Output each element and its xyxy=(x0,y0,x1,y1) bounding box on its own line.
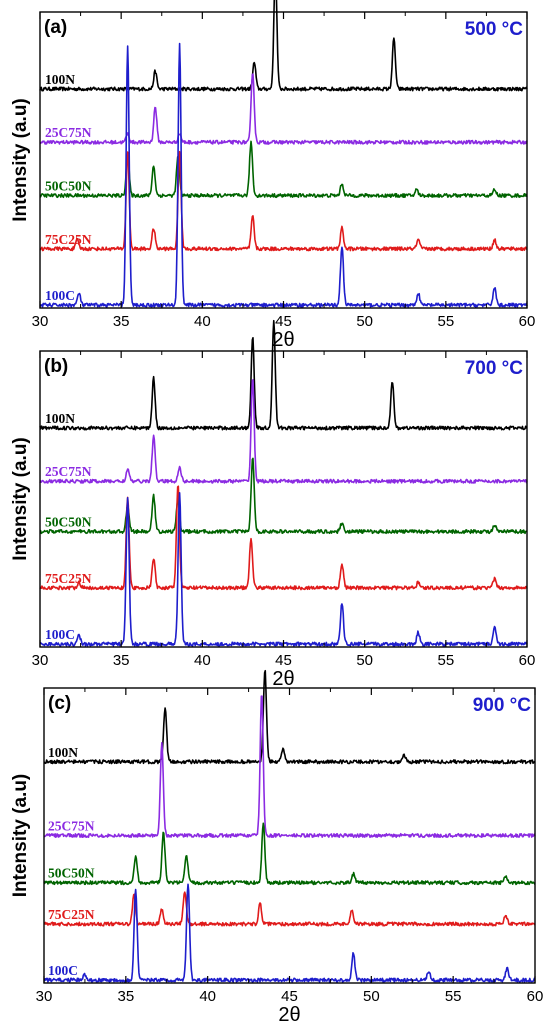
series-line-50c50n xyxy=(39,457,528,535)
x-tick-label: 60 xyxy=(519,652,536,669)
series-line-100c xyxy=(39,492,528,647)
chart-panel-1: 100N 25C75N 50C50N 75C25N 100C 30 35 40 45 50 55 60… xyxy=(10,0,535,351)
series-label-50c50n: 50C50N xyxy=(45,515,92,530)
x-axis-title: 2θ xyxy=(272,329,294,351)
chart-panel-3: 100N 25C75N 50C50N 75C25N 100C 30 35 40 45 50 55 60… xyxy=(10,669,544,1026)
x-tick-label: 35 xyxy=(113,652,130,669)
series-line-100n xyxy=(39,319,528,431)
panel-label: (b) xyxy=(44,356,68,377)
x-tick-label: 55 xyxy=(437,313,454,330)
temperature-label: 900 °C xyxy=(473,695,532,716)
y-axis-title: Intensity (a.u) xyxy=(10,437,31,561)
series-label-100c: 100C xyxy=(48,963,78,978)
series-line-25c75n xyxy=(39,73,528,145)
plot-frame xyxy=(39,11,528,309)
series-label-75c25n: 75C25N xyxy=(48,907,95,922)
y-axis-title: Intensity (a.u) xyxy=(10,98,31,222)
temperature-label: 700 °C xyxy=(465,358,524,379)
series-line-100c xyxy=(43,883,536,983)
chart-panel-2: 100N 25C75N 50C50N 75C25N 100C 30 35 40 45 50 55 60… xyxy=(10,319,536,690)
series-line-50c50n xyxy=(43,822,536,886)
x-axis-title: 2θ xyxy=(278,1004,300,1026)
series-label-100c: 100C xyxy=(45,627,75,642)
x-tick-label: 30 xyxy=(32,313,49,330)
series-label-100n: 100N xyxy=(48,745,78,760)
x-tick-label: 60 xyxy=(519,313,536,330)
series-line-75c25n xyxy=(43,891,536,927)
series-line-50c50n xyxy=(39,140,528,199)
x-tick-label: 40 xyxy=(194,313,211,330)
panel-label: (c) xyxy=(48,693,71,714)
series-line-25c75n xyxy=(39,379,528,484)
x-tick-label: 30 xyxy=(36,988,53,1005)
x-tick-label: 50 xyxy=(363,988,380,1005)
series-label-50c50n: 50C50N xyxy=(48,866,95,881)
series-label-25c75n: 25C75N xyxy=(48,819,95,834)
series-line-100n xyxy=(43,669,536,765)
series-label-50c50n: 50C50N xyxy=(45,179,92,194)
x-tick-label: 45 xyxy=(275,652,292,669)
x-tick-label: 30 xyxy=(32,652,49,669)
x-tick-label: 50 xyxy=(356,313,373,330)
series-line-75c25n xyxy=(39,150,528,252)
series-line-100n xyxy=(39,0,528,92)
series-label-25c75n: 25C75N xyxy=(45,125,92,140)
y-axis-title: Intensity (a.u) xyxy=(10,774,31,898)
series-label-75c25n: 75C25N xyxy=(45,232,92,247)
x-tick-label: 55 xyxy=(437,652,454,669)
series-label-100n: 100N xyxy=(45,72,75,87)
temperature-label: 500 °C xyxy=(465,19,524,40)
panel-label: (a) xyxy=(44,17,67,38)
series-label-100c: 100C xyxy=(45,288,75,303)
plot-frame xyxy=(39,350,528,648)
series-label-75c25n: 75C25N xyxy=(45,571,92,586)
x-axis-title: 2θ xyxy=(272,668,294,690)
x-tick-label: 35 xyxy=(117,988,134,1005)
series-line-100c xyxy=(39,42,528,308)
series-label-100n: 100N xyxy=(45,411,75,426)
series-label-25c75n: 25C75N xyxy=(45,464,92,479)
x-tick-label: 55 xyxy=(445,988,462,1005)
x-tick-label: 35 xyxy=(113,313,130,330)
series-line-25c75n xyxy=(43,695,536,839)
x-tick-label: 60 xyxy=(527,988,544,1005)
x-tick-label: 45 xyxy=(275,313,292,330)
x-tick-label: 40 xyxy=(199,988,216,1005)
series-line-75c25n xyxy=(39,485,528,591)
x-tick-label: 50 xyxy=(356,652,373,669)
x-tick-label: 40 xyxy=(194,652,211,669)
x-tick-label: 45 xyxy=(281,988,298,1005)
